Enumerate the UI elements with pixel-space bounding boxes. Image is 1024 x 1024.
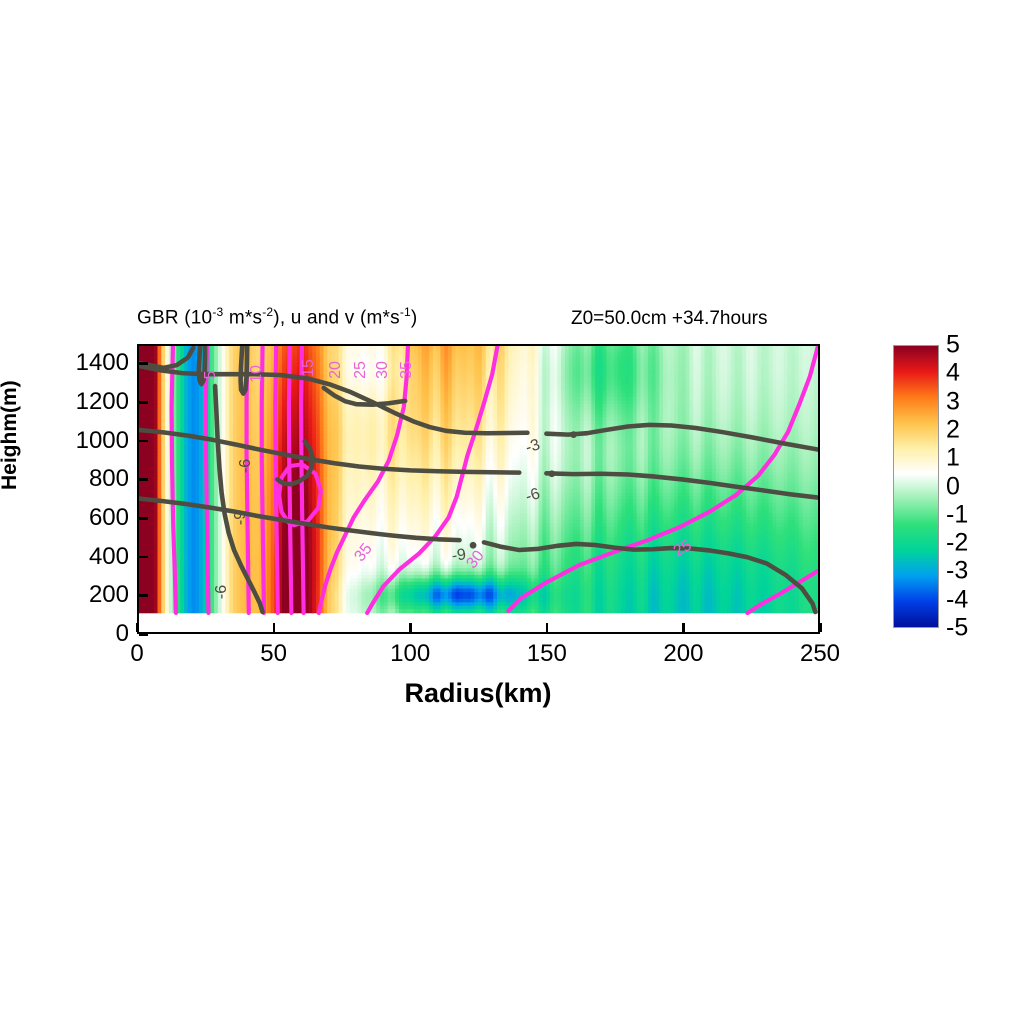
y-tick-label: 800	[88, 465, 129, 493]
u-contour-inner-left	[212, 383, 265, 615]
y-tick-mark	[139, 478, 148, 481]
y-tick-mark	[139, 594, 148, 597]
u-contour--3-left	[139, 363, 530, 436]
x-tick-mark	[682, 623, 685, 632]
y-tick-label: 1000	[75, 426, 129, 454]
colorbar-tick-label: -3	[946, 556, 969, 585]
x-tick-mark	[136, 623, 139, 632]
y-axis-title: Heighm(m)	[0, 380, 21, 490]
y-tick-mark	[139, 517, 148, 520]
v-contour	[259, 346, 267, 616]
u-contour--6-left	[139, 427, 522, 475]
u-contour-mid-hook	[321, 385, 408, 407]
u-contour-upper-left	[139, 346, 196, 371]
u-contour--9-left	[139, 496, 462, 543]
colorbar-tick-label: 1	[946, 443, 960, 472]
y-tick-mark	[139, 555, 148, 559]
v-contour	[273, 346, 280, 616]
x-tick-label: 0	[130, 640, 144, 667]
x-tick-label: 250	[799, 640, 841, 667]
u-contour--9-right	[481, 540, 818, 615]
u-contour-mid-curl	[275, 439, 316, 487]
y-tick-label: 0	[115, 620, 129, 647]
y-tick-mark	[139, 362, 148, 365]
contour-marker-dot	[469, 541, 477, 549]
colorbar-tick-label: 0	[946, 472, 960, 500]
y-tick-mark	[139, 633, 148, 636]
v-contour-35-closed	[276, 462, 324, 528]
v-contour	[169, 346, 179, 616]
x-tick-label: 50	[260, 640, 287, 667]
colorbar-tick-label: 4	[946, 358, 960, 387]
x-tick-mark	[272, 623, 276, 632]
v-contour	[203, 346, 211, 616]
x-tick-mark	[819, 623, 822, 632]
u-contour--3-right	[544, 422, 818, 452]
contour-field	[139, 346, 818, 616]
plot-title: GBR (10-3 m*s-2), u and v (m*s-1)	[137, 305, 418, 329]
x-tick-mark	[545, 623, 549, 632]
v-contour	[286, 346, 294, 616]
y-tick-label: 1400	[75, 349, 129, 377]
v-contour-25	[506, 346, 818, 614]
y-tick-label: 1200	[75, 388, 129, 415]
contour-marker-dot	[548, 470, 556, 478]
colorbar-tick-label: 3	[946, 387, 960, 416]
contour-marker-dot	[570, 431, 577, 439]
colorbar-tick-label: -2	[946, 528, 969, 557]
v-contour-lower-right	[745, 568, 818, 616]
colorbar-tick-label: -4	[946, 585, 969, 614]
x-tick-mark	[409, 623, 412, 632]
colorbar-tick-label: 2	[946, 415, 960, 444]
plot-area	[137, 344, 820, 634]
y-axis-tick-labels: 0 200 400 600 800 1000 1200 1400	[0, 0, 129, 1024]
y-tick-label: 200	[88, 581, 129, 609]
x-axis-title: Radius(km)	[404, 678, 552, 708]
y-tick-mark	[139, 401, 148, 404]
v-contour	[299, 346, 306, 616]
y-tick-mark	[139, 439, 148, 443]
colorbar-tick-label: -1	[946, 500, 969, 529]
colorbar-tick-label: -5	[946, 613, 969, 642]
v-contour-30	[365, 346, 500, 616]
u-contour--6-right	[544, 471, 818, 500]
u-contour-inner-notch	[238, 346, 250, 396]
x-tick-label: 200	[663, 640, 704, 667]
y-tick-label: 400	[88, 542, 129, 570]
shaded-field	[139, 346, 818, 614]
y-tick-label: 600	[88, 504, 129, 531]
colorbar-tick-label: 5	[946, 330, 960, 359]
colorbar	[893, 345, 939, 628]
x-tick-label: 100	[390, 640, 431, 667]
plot-annotation: Z0=50.0cm +34.7hours	[571, 308, 768, 329]
v-contour-35-outer	[316, 346, 411, 616]
x-tick-label: 150	[526, 640, 567, 667]
u-contour-notch	[196, 346, 208, 387]
